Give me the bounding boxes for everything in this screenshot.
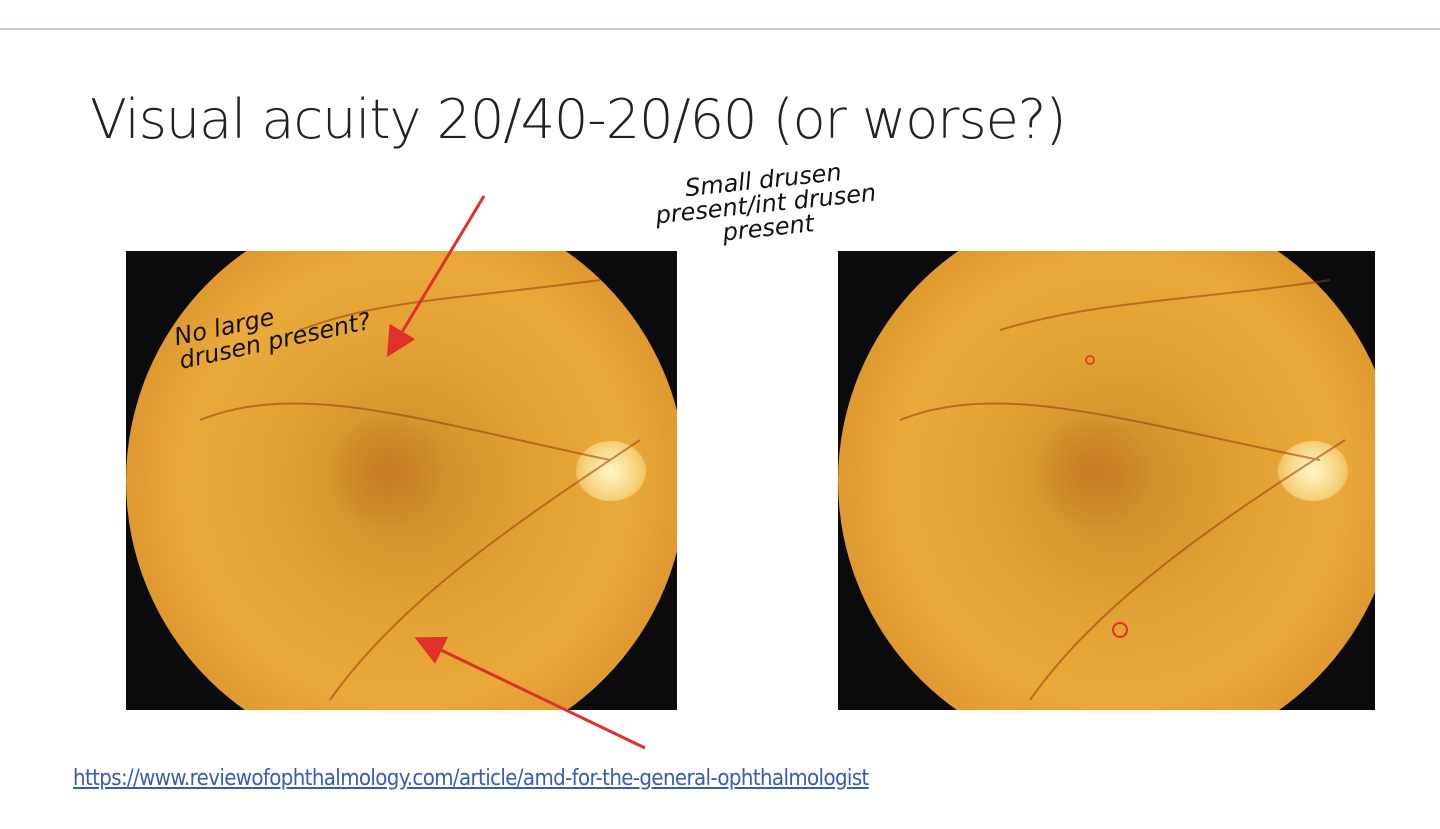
source-link[interactable]: https://www.reviewofophthalmology.com/ar…: [73, 766, 869, 791]
slide-title: Visual acuity 20/40-20/60 (or worse?): [90, 88, 1067, 151]
header-divider: [0, 28, 1440, 30]
fundus-image-right: [838, 251, 1375, 710]
handwritten-note-top: Small drusen present/int drusen present: [652, 157, 880, 252]
